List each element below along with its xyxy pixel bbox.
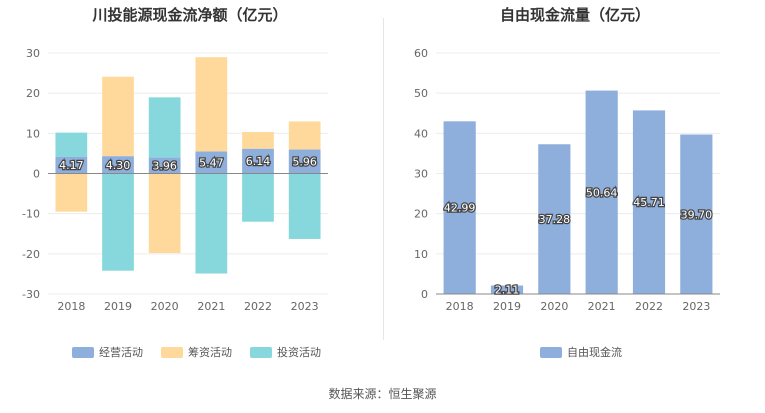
- y-tick-label: 0: [33, 168, 40, 181]
- x-tick-label: 2023: [291, 300, 319, 313]
- right-chart-title: 自由现金流量（亿元）: [499, 6, 650, 24]
- bar-investing: [148, 97, 181, 158]
- legend-item-investing[interactable]: 投资活动: [250, 344, 321, 360]
- bar-free-cash-flow: [443, 121, 476, 294]
- legend-swatch-operating: [72, 346, 94, 358]
- x-tick-label: 2022: [635, 300, 663, 313]
- y-tick-label: 10: [26, 127, 40, 140]
- y-tick-label: 60: [414, 47, 428, 60]
- data-label-operating: 4.30: [106, 159, 131, 172]
- bar-financing: [55, 173, 88, 212]
- y-tick-label: 20: [26, 87, 40, 100]
- x-tick-label: 2018: [57, 300, 85, 313]
- bar-operating: [148, 157, 181, 174]
- y-tick-label: 10: [414, 248, 428, 261]
- x-tick-label: 2022: [244, 300, 272, 313]
- y-tick-label: 50: [414, 87, 428, 100]
- bar-investing: [195, 173, 228, 274]
- bar-free-cash-flow: [680, 134, 713, 294]
- bar-free-cash-flow: [538, 144, 571, 294]
- legend-label-free-cash-flow: 自由现金流: [567, 346, 622, 359]
- x-tick-label: 2019: [493, 300, 521, 313]
- bar-investing: [242, 173, 274, 222]
- bar-free-cash-flow: [585, 90, 618, 294]
- data-label-operating: 6.14: [246, 155, 271, 168]
- right-legend: 自由现金流: [540, 344, 622, 360]
- y-tick-label: -10: [22, 208, 40, 221]
- x-tick-label: 2023: [682, 300, 710, 313]
- bar-investing: [288, 173, 321, 239]
- bar-financing: [195, 57, 228, 152]
- y-tick-label: -30: [22, 288, 40, 301]
- y-tick-label: 0: [421, 288, 428, 301]
- free-cash-flow-chart: 60 50 40 30 20 10 0 42.99 2.11 37.28 50.64 45.71 39.…: [414, 47, 720, 313]
- data-label-operating: 5.47: [199, 157, 224, 170]
- left-legend: 经营活动 筹资活动 投资活动: [72, 344, 321, 360]
- cash-flow-net-chart: 30 20 10 0 -10 -20 -30 4.17 4.30 3.96 5.47 6.14 5.96…: [22, 47, 328, 313]
- y-tick-label: 40: [414, 127, 428, 140]
- x-tick-label: 2021: [588, 300, 616, 313]
- y-tick-label: 30: [414, 168, 428, 181]
- legend-label-investing: 投资活动: [277, 346, 321, 359]
- bar-financing: [288, 121, 321, 150]
- legend-item-financing[interactable]: 筹资活动: [161, 344, 232, 360]
- legend-swatch-free-cash-flow: [540, 346, 562, 358]
- data-label-operating: 3.96: [152, 160, 177, 173]
- x-tick-label: 2020: [151, 300, 179, 313]
- bar-operating: [288, 149, 321, 174]
- bar-operating: [55, 156, 88, 174]
- bar-operating: [242, 148, 274, 174]
- bar-financing: [102, 76, 134, 157]
- bar-investing: [55, 132, 88, 157]
- y-tick-label: -20: [22, 248, 40, 261]
- y-tick-label: 20: [414, 208, 428, 221]
- data-label-free-cash-flow: 37.28: [539, 213, 571, 226]
- y-tick-label: 30: [26, 47, 40, 60]
- x-tick-label: 2021: [197, 300, 225, 313]
- bar-financing: [148, 173, 181, 254]
- data-label-operating: 4.17: [59, 159, 84, 172]
- bar-operating: [102, 156, 134, 174]
- bar-free-cash-flow: [632, 110, 666, 294]
- bar-operating: [195, 151, 228, 174]
- x-tick-label: 2018: [446, 300, 474, 313]
- data-label-operating: 5.96: [292, 156, 317, 169]
- bar-investing: [102, 173, 134, 271]
- legend-label-financing: 筹资活动: [188, 346, 232, 359]
- legend-label-operating: 经营活动: [99, 346, 143, 359]
- legend-item-free-cash-flow[interactable]: 自由现金流: [540, 344, 622, 360]
- bar-free-cash-flow: [490, 285, 524, 294]
- data-label-free-cash-flow: 50.64: [586, 186, 618, 199]
- bar-financing: [242, 131, 274, 149]
- data-label-free-cash-flow: 42.99: [444, 202, 476, 215]
- left-chart-title: 川投能源现金流净额（亿元）: [92, 6, 288, 24]
- data-label-free-cash-flow: 45.71: [633, 196, 665, 209]
- legend-swatch-investing: [250, 346, 272, 358]
- data-source-note: 数据来源：恒生聚源: [328, 387, 437, 401]
- x-tick-label: 2019: [104, 300, 132, 313]
- x-tick-label: 2020: [540, 300, 568, 313]
- data-label-free-cash-flow: 2.11: [495, 284, 520, 297]
- legend-swatch-financing: [161, 346, 183, 358]
- chart-divider: [383, 18, 384, 340]
- legend-item-operating[interactable]: 经营活动: [72, 344, 143, 360]
- data-label-free-cash-flow: 39.70: [681, 208, 713, 221]
